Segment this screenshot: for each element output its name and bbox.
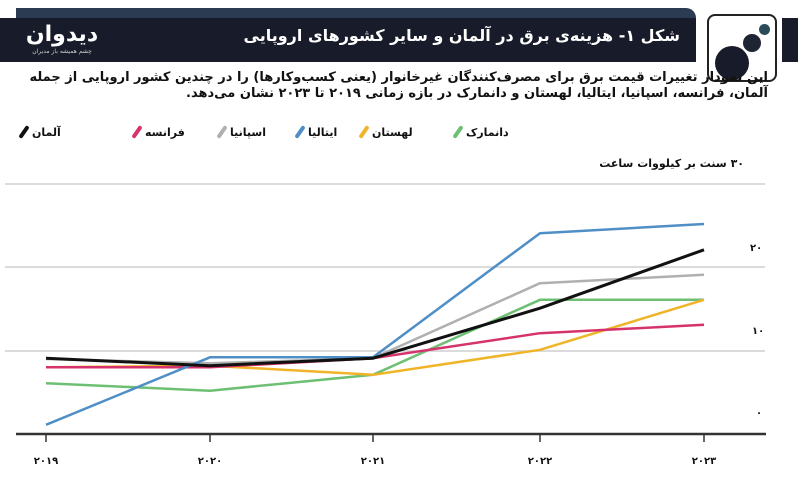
x-tick-2021: ۲۰۲۱: [360, 456, 386, 467]
x-axis: [16, 432, 766, 442]
header-accent-stripe-right: [300, 8, 696, 20]
x-tick-2019: ۲۰۱۹: [33, 456, 59, 467]
y-tick-0: ۰: [756, 408, 763, 419]
chart-description: این نمودار تغییرات قیمت برق برای مصرف‌کن…: [29, 70, 768, 101]
header-accent-stripe: [16, 8, 303, 20]
gridlines: [5, 183, 765, 352]
legend-label: لهستان: [372, 125, 413, 139]
x-tick-2022: ۲۰۲۲: [527, 456, 553, 467]
x-tick-2023: ۲۰۲۳: [691, 456, 717, 467]
legend-item-spain: اسپانیا: [216, 125, 266, 139]
legend-label: ایتالیا: [308, 125, 338, 139]
legend-item-germany: آلمان: [18, 125, 61, 139]
brand-name: دیدوان: [25, 22, 99, 47]
header-bar-right: [782, 18, 798, 62]
legend-item-france: فرانسه: [131, 125, 185, 139]
legend-label: آلمان: [32, 125, 61, 139]
x-tick-2020: ۲۰۲۰: [197, 456, 223, 467]
legend-item-denmark: دانمارک: [452, 125, 509, 139]
series-line: [45, 273, 705, 365]
series-line: [45, 298, 704, 392]
series-line: [45, 248, 705, 368]
series-line: [45, 222, 705, 426]
legend-label: اسپانیا: [230, 125, 266, 139]
logo-dots-icon: [707, 14, 777, 82]
y-tick-10: ۱۰: [752, 326, 765, 337]
brand-tagline: چشم همیشه باز مدیران: [32, 48, 92, 55]
legend-label: فرانسه: [145, 125, 185, 139]
y-axis-unit-label: ۳۰ سنت بر کیلووات ساعت: [599, 157, 744, 170]
series-lines: [45, 222, 705, 426]
chart-title: شکل ۱- هزینه‌ی برق در آلمان و سایر کشوره…: [243, 26, 680, 45]
legend-label: دانمارک: [466, 125, 509, 139]
brand-logo: دیدوان چشم همیشه باز مدیران: [22, 22, 102, 56]
legend-item-italy: ایتالیا: [294, 125, 338, 139]
legend-item-poland: لهستان: [358, 125, 413, 139]
y-tick-20: ۲۰: [750, 243, 763, 254]
header-bar: [0, 18, 696, 62]
